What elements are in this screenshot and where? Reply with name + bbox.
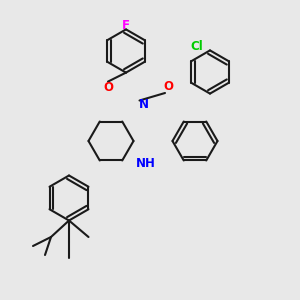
Text: F: F (122, 19, 130, 32)
Text: NH: NH (136, 157, 155, 170)
Text: O: O (103, 81, 113, 94)
Text: O: O (163, 80, 173, 94)
Text: N: N (139, 98, 149, 112)
Text: Cl: Cl (190, 40, 203, 53)
